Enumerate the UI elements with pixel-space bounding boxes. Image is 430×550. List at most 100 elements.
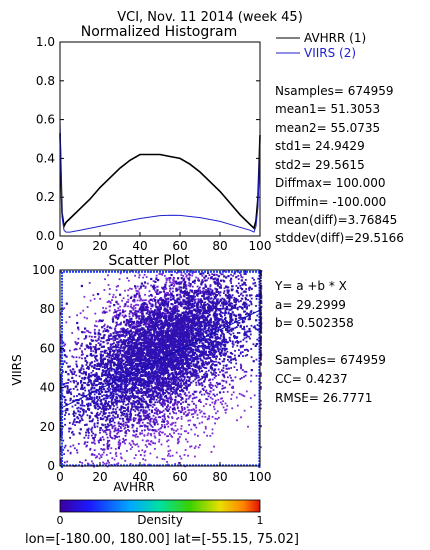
scatter-point [142, 412, 145, 414]
scatter-point [204, 283, 207, 286]
scatter-point [142, 276, 144, 279]
scatter-point [108, 288, 111, 290]
scatter-point [147, 366, 150, 369]
scatter-point [119, 417, 121, 420]
scatter-point [92, 432, 95, 435]
scatter-point [153, 398, 155, 401]
scatter-point [260, 356, 262, 359]
scatter-point [174, 282, 177, 284]
scatter-point [126, 415, 129, 418]
scatter-point [183, 412, 185, 415]
scatter-point [228, 322, 231, 324]
scatter-point [159, 416, 162, 419]
scatter-point [260, 355, 262, 357]
scatter-point [215, 346, 218, 348]
scatter-point [90, 430, 93, 433]
scatter-point [189, 284, 192, 287]
scatter-point [125, 404, 127, 406]
scatter-point [225, 408, 228, 411]
scatter-point [128, 413, 131, 416]
scatter-point [172, 422, 175, 424]
scatter-point [95, 344, 97, 346]
scatter-point [210, 387, 213, 389]
scatter-point [130, 402, 133, 404]
scatter-point [141, 400, 144, 403]
scatter-point [81, 419, 84, 421]
scatter-point [198, 320, 200, 323]
scatter-point [120, 398, 123, 401]
scatter-point [91, 374, 94, 376]
scatter-point [145, 356, 147, 359]
scatter-point [196, 311, 199, 314]
scatter-point [154, 386, 156, 389]
scatter-point [218, 351, 221, 354]
scatter-point [201, 328, 204, 331]
scatter-point [128, 442, 131, 445]
scatter-point [197, 381, 200, 384]
scatter-point [115, 395, 118, 398]
scatter-point [60, 339, 62, 341]
scatter-point [124, 341, 127, 344]
scatter-point [213, 405, 215, 408]
scatter-point [110, 412, 113, 414]
scatter-point [140, 282, 143, 285]
scatter-point [190, 409, 193, 411]
scatter-point [218, 319, 221, 322]
scatter-point [201, 275, 204, 277]
scatter-point [208, 330, 210, 333]
scatter-point [201, 415, 204, 418]
scatter-point [148, 422, 151, 425]
scatter-point [242, 290, 245, 293]
scatter-point [136, 392, 138, 395]
histogram-x-tick-label: 100 [249, 239, 272, 253]
scatter-point [179, 341, 182, 344]
scatter-point [185, 310, 187, 313]
scatter-point [165, 277, 168, 280]
scatter-point [130, 303, 133, 306]
scatter-point [215, 327, 218, 330]
scatter-point [232, 387, 234, 389]
scatter-point [245, 348, 248, 351]
scatter-point [117, 462, 120, 465]
scatter-point [147, 365, 149, 368]
scatter-point [156, 410, 159, 413]
scatter-point [109, 387, 112, 390]
scatter-point [198, 287, 200, 290]
scatter-point [101, 375, 103, 377]
scatter-point [240, 316, 243, 319]
scatter-point [108, 443, 111, 446]
scatter-point [169, 306, 171, 309]
scatter-point [132, 374, 134, 376]
scatter-point [174, 309, 177, 312]
scatter-point [180, 457, 183, 460]
scatter-point [98, 406, 101, 409]
scatter-point [164, 399, 166, 402]
scatter-point [128, 390, 131, 392]
scatter-point [205, 398, 208, 400]
scatter-point [157, 396, 159, 399]
scatter-point [180, 338, 183, 341]
scatter-point [60, 457, 62, 460]
scatter-point [172, 290, 174, 293]
scatter-point [211, 355, 214, 358]
scatter-point [226, 371, 228, 374]
histogram-title: Normalized Histogram [81, 24, 237, 40]
scatter-point [214, 310, 217, 313]
scatter-point [151, 305, 154, 308]
scatter-point [135, 353, 137, 355]
scatter-point [108, 326, 111, 329]
scatter-point [119, 442, 122, 445]
scatter-point [208, 311, 211, 313]
scatter-point [175, 304, 178, 307]
stat-std2: std2= 29.5615 [275, 158, 365, 172]
scatter-point [60, 422, 62, 425]
scatter-point [156, 413, 159, 416]
scatter-point [222, 347, 225, 350]
scatter-point [111, 390, 114, 393]
scatter-point [216, 335, 219, 338]
histogram-y-tick-label: 0.8 [36, 74, 55, 88]
scatter-point [251, 277, 254, 279]
scatter-point [136, 399, 138, 402]
scatter-point [201, 365, 203, 368]
scatter-point [155, 419, 158, 422]
